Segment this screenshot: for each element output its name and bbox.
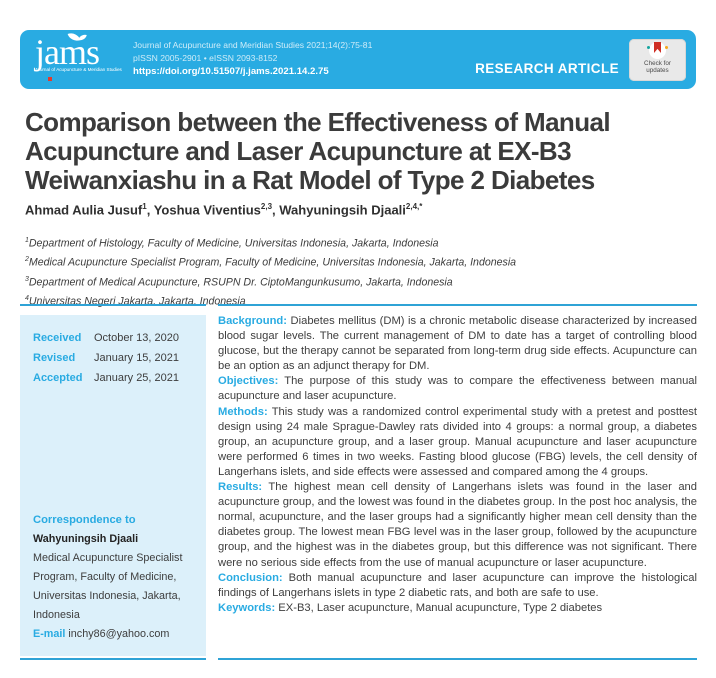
history-row-revised: Revised January 15, 2021 bbox=[33, 348, 195, 368]
abstract-section-background: Background: Diabetes mellitus (DM) is a … bbox=[218, 314, 697, 374]
affiliation-text: Department of Medical Acupuncture, RSUPN… bbox=[28, 276, 453, 289]
journal-issn-line: pISSN 2005-2901 • eISSN 2093-8152 bbox=[133, 53, 278, 63]
affiliation-text: Medical Acupuncture Specialist Program, … bbox=[28, 256, 517, 269]
abstract-section-conclusion: Conclusion: Both manual acupuncture and … bbox=[218, 571, 697, 601]
affiliation-line: 4Universitas Negeri Jakarta, Jakarta, In… bbox=[25, 291, 516, 310]
section-label: Methods: bbox=[218, 405, 268, 418]
article-title-line: Acupuncture and Laser Acupuncture at EX-… bbox=[25, 136, 572, 166]
section-label: Background: bbox=[218, 315, 287, 327]
author-affil-sup: 2,4,* bbox=[405, 202, 423, 211]
author-name: Wahyuningsih Djaali bbox=[279, 202, 406, 218]
divider-rule bbox=[20, 304, 206, 306]
affiliation-sup: 4 bbox=[25, 294, 29, 302]
journal-logo: jams Journal of Acupuncture & Meridian S… bbox=[35, 30, 135, 81]
affiliation-sup: 3 bbox=[25, 275, 29, 283]
affiliation-sup: 2 bbox=[25, 256, 29, 264]
article-title-line: Comparison between the Effectiveness of … bbox=[25, 107, 611, 137]
article-title-line: Weiwanxiashu in a Rat Model of Type 2 Di… bbox=[25, 165, 595, 195]
affiliation-line: 3Department of Medical Acupuncture, RSUP… bbox=[25, 272, 516, 291]
crossmark-circle-icon bbox=[647, 42, 668, 59]
correspondence-block: Correspondence to Wahyuningsih Djaali Me… bbox=[33, 511, 195, 644]
article-title: Comparison between the Effectiveness of … bbox=[25, 107, 611, 195]
check-for-updates-label: Check for updates bbox=[644, 60, 671, 74]
section-label: Results: bbox=[218, 481, 263, 494]
author-list: Ahmad Aulia Jusuf1, Yoshua Viventius2,3,… bbox=[25, 202, 422, 217]
affiliation-sup: 1 bbox=[25, 237, 29, 244]
history-label: Received bbox=[33, 332, 82, 344]
email-label: E-mail bbox=[33, 628, 66, 640]
author-affil-sup: 2,3 bbox=[260, 202, 273, 211]
logo-accent-dot bbox=[48, 77, 52, 81]
author-affil-sup: 1 bbox=[142, 202, 147, 211]
section-text: Both manual acupuncture and laser acupun… bbox=[218, 571, 697, 599]
abstract-section-results: Results: The highest mean cell density o… bbox=[218, 480, 697, 571]
article-info-sidebar: Received October 13, 2020 Revised Januar… bbox=[20, 315, 206, 656]
history-row-received: Received October 13, 2020 bbox=[33, 328, 195, 348]
affiliation-line: 2Medical Acupuncture Specialist Program,… bbox=[25, 252, 516, 271]
divider-rule bbox=[218, 658, 697, 660]
journal-citation-line: Journal of Acupuncture and Meridian Stud… bbox=[133, 40, 373, 50]
doi-link[interactable]: https://doi.org/10.51507/j.jams.2021.14.… bbox=[133, 66, 329, 77]
history-value: October 13, 2020 bbox=[94, 332, 180, 344]
divider-rule bbox=[218, 304, 697, 306]
section-text: Diabetes mellitus (DM) is a chronic meta… bbox=[218, 315, 697, 373]
article-type-label: RESEARCH ARTICLE bbox=[475, 61, 619, 76]
correspondence-address: Medical Acupuncture Specialist Program, … bbox=[33, 552, 183, 621]
section-text: This study was a randomized control expe… bbox=[218, 405, 697, 478]
author-separator: , bbox=[272, 202, 280, 218]
correspondence-email-row: E-mail inchy86@yahoo.com bbox=[33, 625, 195, 644]
section-text: The highest mean cell density of Langerh… bbox=[218, 481, 697, 569]
abstract-section-objectives: Objectives: The purpose of this study wa… bbox=[218, 374, 697, 404]
divider-rule bbox=[20, 658, 206, 660]
journal-logo-tagline: Journal of Acupuncture & Meridian Studie… bbox=[35, 67, 122, 72]
history-row-accepted: Accepted January 25, 2021 bbox=[33, 368, 195, 388]
correspondence-heading: Correspondence to bbox=[33, 514, 136, 526]
abstract-section-methods: Methods: This study was a randomized con… bbox=[218, 405, 697, 480]
section-label: Objectives: bbox=[218, 375, 279, 388]
journal-citation-block: Journal of Acupuncture and Meridian Stud… bbox=[133, 39, 372, 78]
correspondence-name: Wahyuningsih Djaali bbox=[33, 533, 139, 545]
section-text: The purpose of this study was to compare… bbox=[218, 375, 697, 403]
journal-header-band: jams Journal of Acupuncture & Meridian S… bbox=[20, 30, 696, 89]
bookmark-icon bbox=[654, 42, 661, 53]
keywords-label: Keywords: bbox=[218, 601, 276, 614]
author-name: Ahmad Aulia Jusuf bbox=[25, 202, 143, 218]
affiliation-list: 1Department of Histology, Faculty of Med… bbox=[25, 233, 516, 310]
affiliation-line: 1Department of Histology, Faculty of Med… bbox=[25, 233, 516, 252]
abstract: Background: Diabetes mellitus (DM) is a … bbox=[218, 314, 697, 616]
keywords-text: EX-B3, Laser acupuncture, Manual acupunc… bbox=[275, 601, 603, 614]
history-value: January 15, 2021 bbox=[94, 352, 180, 364]
check-for-updates-badge[interactable]: Check for updates bbox=[629, 39, 686, 81]
affiliation-text: Department of Histology, Faculty of Medi… bbox=[28, 237, 439, 250]
email-address[interactable]: inchy86@yahoo.com bbox=[68, 628, 170, 640]
author-separator: , bbox=[146, 202, 154, 218]
author-name: Yoshua Viventius bbox=[153, 202, 261, 218]
journal-logo-text: jams bbox=[35, 32, 100, 72]
keywords-line: Keywords: EX-B3, Laser acupuncture, Manu… bbox=[218, 601, 697, 616]
history-value: January 25, 2021 bbox=[94, 372, 180, 384]
history-label: Revised bbox=[33, 352, 76, 364]
history-label: Accepted bbox=[33, 372, 83, 384]
section-label: Conclusion: bbox=[218, 571, 283, 584]
